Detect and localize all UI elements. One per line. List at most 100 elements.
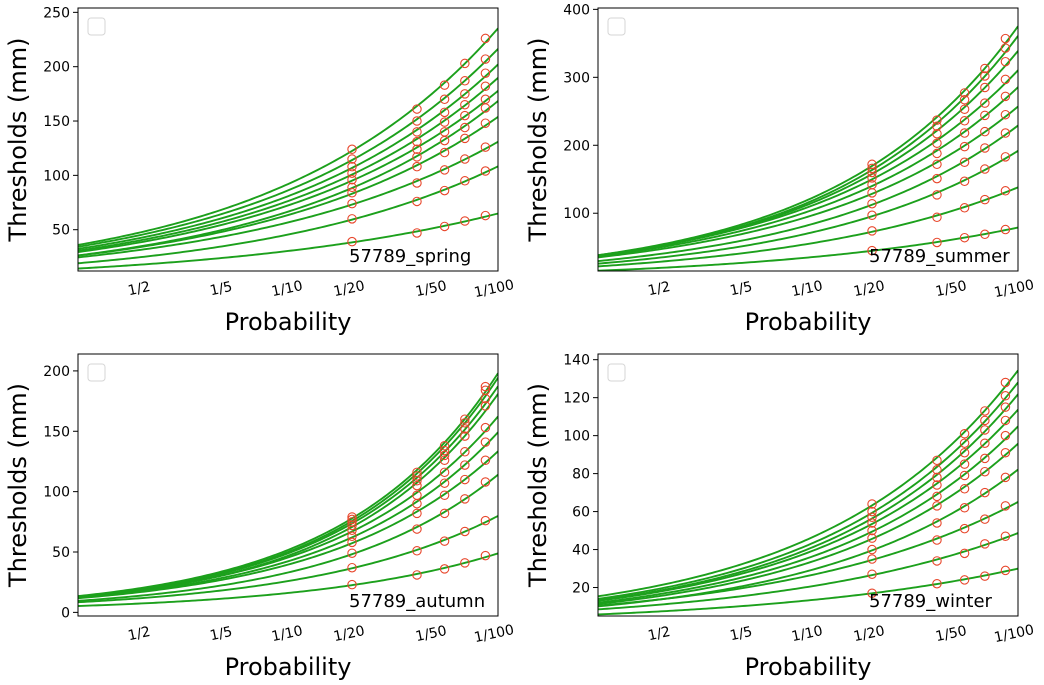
data-point bbox=[347, 144, 357, 155]
axes-frame bbox=[77, 353, 499, 617]
y-tick-label: 250 bbox=[43, 5, 70, 21]
data-point bbox=[867, 198, 877, 209]
data-point bbox=[439, 117, 450, 127]
x-tick-label: 1/5 bbox=[208, 279, 233, 299]
x-tick-label: 1/50 bbox=[934, 623, 968, 645]
y-tick-label: 60 bbox=[572, 505, 590, 521]
data-point bbox=[959, 438, 970, 448]
data-point bbox=[932, 121, 942, 132]
threshold-curve bbox=[598, 532, 1018, 611]
data-point bbox=[980, 110, 990, 121]
data-point bbox=[439, 441, 450, 451]
threshold-curve bbox=[598, 124, 1018, 263]
x-tick-label: 1/2 bbox=[126, 279, 151, 299]
threshold-curve bbox=[598, 468, 1018, 608]
data-point bbox=[867, 179, 877, 190]
data-point bbox=[412, 228, 422, 238]
x-tick-label: 1/10 bbox=[790, 623, 824, 645]
x-tick-label: 1/20 bbox=[852, 623, 886, 645]
x-tick-label: 1/20 bbox=[332, 623, 366, 645]
data-point bbox=[867, 499, 877, 509]
x-tick-label: 1/10 bbox=[270, 278, 304, 300]
data-point bbox=[460, 494, 470, 504]
data-point bbox=[867, 518, 877, 528]
data-point bbox=[480, 118, 491, 128]
data-point bbox=[867, 245, 877, 256]
data-point bbox=[412, 490, 422, 501]
x-tick-label: 1/50 bbox=[414, 278, 448, 300]
data-point bbox=[932, 518, 942, 528]
data-point bbox=[1000, 565, 1011, 576]
data-point bbox=[867, 569, 877, 579]
y-tick-label: 200 bbox=[43, 60, 70, 76]
data-point bbox=[1000, 402, 1011, 412]
y-tick-label: 40 bbox=[572, 543, 590, 559]
data-point bbox=[460, 447, 470, 457]
y-tick-label: 50 bbox=[52, 223, 70, 239]
x-tick-label: 1/100 bbox=[993, 277, 1036, 301]
curves bbox=[78, 372, 498, 607]
data-point bbox=[412, 152, 422, 162]
x-tick-label: 1/5 bbox=[728, 279, 753, 299]
data-point bbox=[980, 571, 990, 581]
data-point bbox=[480, 142, 491, 152]
data-point bbox=[932, 556, 942, 566]
data-point bbox=[1000, 377, 1011, 388]
x-axis-label: Probability bbox=[745, 308, 872, 336]
y-tick-label: 150 bbox=[43, 424, 70, 440]
data-point bbox=[959, 523, 970, 534]
data-point bbox=[959, 176, 970, 187]
data-point bbox=[412, 508, 422, 519]
x-tick-label: 1/100 bbox=[993, 622, 1036, 646]
data-point bbox=[959, 428, 970, 439]
data-point bbox=[460, 424, 470, 434]
threshold-curve bbox=[78, 27, 498, 246]
data-point bbox=[867, 210, 877, 221]
data-point bbox=[959, 232, 970, 243]
data-point bbox=[959, 88, 970, 98]
data-point bbox=[439, 490, 450, 501]
data-point bbox=[932, 173, 942, 184]
data-point bbox=[980, 194, 990, 205]
threshold-curve bbox=[78, 100, 498, 257]
panel-label: 57789_summer bbox=[869, 246, 1010, 267]
data-point bbox=[980, 82, 990, 93]
axes-frame bbox=[597, 7, 1019, 272]
x-tick-label: 1/50 bbox=[934, 278, 968, 300]
data-point bbox=[412, 104, 422, 114]
data-point bbox=[932, 190, 942, 200]
axes-frame bbox=[77, 7, 499, 272]
data-point bbox=[439, 455, 450, 465]
x-tick-label: 1/100 bbox=[473, 277, 516, 301]
data-point bbox=[932, 465, 942, 475]
y-tick-label: 400 bbox=[563, 2, 590, 18]
data-point bbox=[460, 526, 470, 537]
data-point bbox=[460, 460, 470, 470]
data-point bbox=[1000, 43, 1011, 53]
threshold-curve bbox=[598, 25, 1018, 257]
data-point bbox=[867, 525, 877, 536]
data-point bbox=[347, 562, 357, 573]
data-point bbox=[959, 104, 970, 115]
panel-57789_winter: 20 40 60 80 100 120 140 1/2 1/5 1/10 1/20 1/50 1/100… bbox=[524, 353, 1036, 681]
data-point bbox=[460, 216, 470, 226]
threshold-curve bbox=[598, 567, 1018, 616]
panel-label: 57789_autumn bbox=[349, 591, 485, 612]
threshold-curve bbox=[598, 105, 1018, 259]
data-point bbox=[1000, 74, 1011, 85]
data-point bbox=[867, 506, 877, 517]
data-point bbox=[1000, 391, 1011, 401]
data-point bbox=[347, 198, 357, 209]
data-point bbox=[347, 517, 357, 527]
data-point bbox=[1000, 415, 1011, 426]
y-tick-label: 0 bbox=[61, 605, 70, 621]
x-axis-label: Probability bbox=[225, 308, 352, 336]
data-point bbox=[980, 63, 990, 74]
data-point bbox=[439, 564, 450, 574]
data-point bbox=[460, 58, 470, 69]
data-point bbox=[1000, 447, 1011, 458]
legend-box bbox=[87, 17, 106, 36]
x-tick-label: 1/20 bbox=[852, 278, 886, 300]
data-point bbox=[439, 185, 450, 196]
data-point bbox=[867, 512, 877, 523]
